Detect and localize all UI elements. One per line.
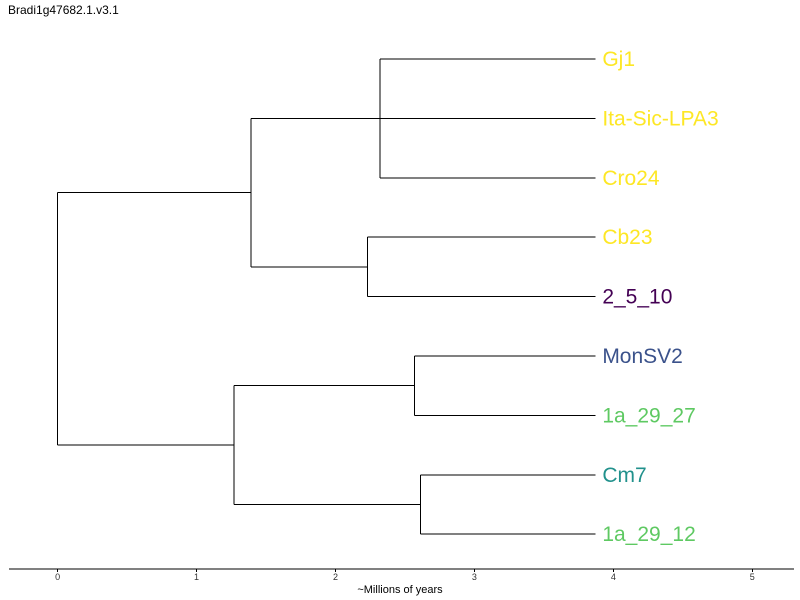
tick-label: 1	[194, 572, 199, 582]
tick-label: 3	[472, 572, 477, 582]
tick-label: 2	[333, 572, 338, 582]
leaf-label: Ita-Sic-LPA3	[602, 107, 718, 130]
leaf-label: Cm7	[602, 464, 646, 487]
leaf-label: Cb23	[602, 226, 652, 249]
tick-label: 0	[55, 572, 60, 582]
leaf-label: 1a_29_27	[602, 404, 695, 427]
x-axis-title: ~Millions of years	[357, 584, 443, 596]
tick-label: 4	[611, 572, 616, 582]
tree-title: Bradi1g47682.1.v3.1	[8, 3, 119, 17]
leaf-label: Gj1	[602, 48, 635, 71]
leaf-label: MonSV2	[602, 345, 683, 368]
leaf-label: 1a_29_12	[602, 523, 695, 546]
tree-branches	[57, 58, 596, 535]
tick-label: 5	[750, 572, 755, 582]
time-axis: 0 1 2 3 4 5 ~Millions of years	[9, 568, 794, 596]
leaf-label: 2_5_10	[602, 286, 672, 309]
leaf-label: Cro24	[602, 167, 660, 190]
leaf-labels: Gj1 Ita-Sic-LPA3 Cro24 Cb23 2_5_10 MonSV2 1a_2…	[602, 48, 718, 546]
